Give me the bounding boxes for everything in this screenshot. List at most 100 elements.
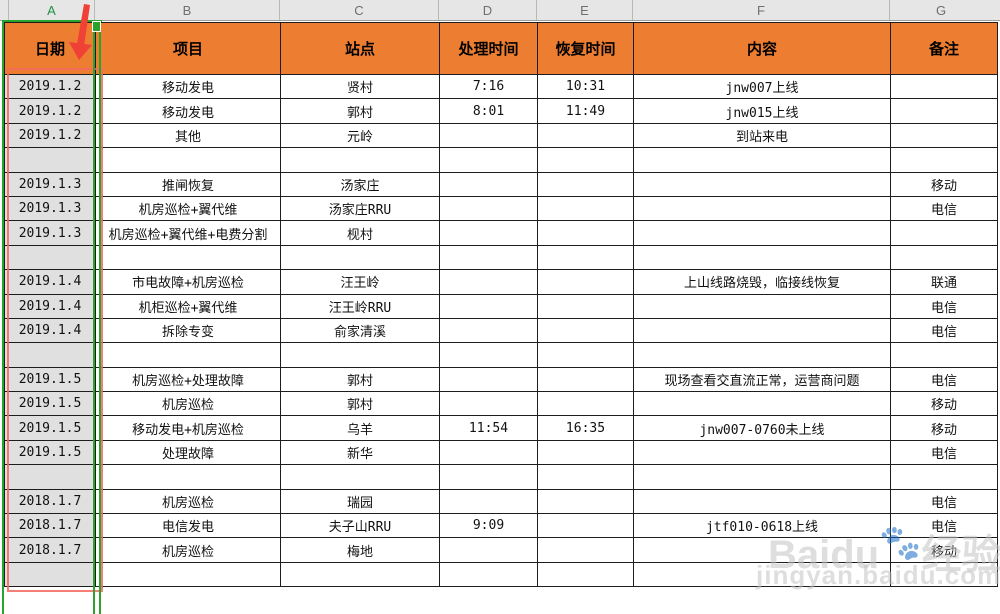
cell-C17[interactable]: 新华 bbox=[280, 439, 440, 466]
cell-F12[interactable] bbox=[633, 317, 891, 344]
cell-C14[interactable]: 郭村 bbox=[280, 366, 440, 393]
cell-E13[interactable] bbox=[537, 342, 634, 368]
cell-D21[interactable] bbox=[439, 537, 538, 563]
cell-G12[interactable]: 电信 bbox=[890, 317, 998, 344]
cell-B19[interactable]: 机房巡检 bbox=[95, 488, 281, 515]
header-cell-remark[interactable]: 备注 bbox=[890, 22, 998, 75]
cell-D15[interactable] bbox=[439, 391, 538, 417]
cell-E15[interactable] bbox=[537, 391, 634, 417]
cell-G14[interactable]: 电信 bbox=[890, 366, 998, 393]
cell-A10[interactable]: 2019.1.4 bbox=[4, 269, 96, 295]
cell-F2[interactable]: jnw007上线 bbox=[633, 73, 891, 100]
cell-B15[interactable]: 机房巡检 bbox=[95, 391, 281, 417]
cell-D16[interactable]: 11:54 bbox=[439, 415, 538, 441]
cell-A19[interactable]: 2018.1.7 bbox=[4, 488, 96, 515]
column-header-F[interactable]: F bbox=[633, 0, 890, 20]
cell-D14[interactable] bbox=[439, 366, 538, 393]
cell-B5[interactable] bbox=[95, 147, 281, 173]
cell-G10[interactable]: 联通 bbox=[890, 269, 998, 295]
cell-C13[interactable] bbox=[280, 342, 440, 368]
cell-F4[interactable]: 到站来电 bbox=[633, 122, 891, 149]
cell-D22[interactable] bbox=[439, 561, 538, 588]
header-cell-site[interactable]: 站点 bbox=[280, 22, 440, 75]
cell-D20[interactable]: 9:09 bbox=[439, 513, 538, 539]
cell-G22[interactable] bbox=[890, 561, 998, 588]
cell-E5[interactable] bbox=[537, 147, 634, 173]
cell-D6[interactable] bbox=[439, 171, 538, 197]
cell-B12[interactable]: 拆除专变 bbox=[95, 317, 281, 344]
column-header-E[interactable]: E bbox=[537, 0, 633, 20]
cell-E6[interactable] bbox=[537, 171, 634, 197]
cell-E19[interactable] bbox=[537, 488, 634, 515]
cell-A18[interactable] bbox=[4, 464, 96, 490]
cell-A11[interactable]: 2019.1.4 bbox=[4, 293, 96, 319]
cell-A13[interactable] bbox=[4, 342, 96, 368]
cell-G7[interactable]: 电信 bbox=[890, 195, 998, 222]
cell-B9[interactable] bbox=[95, 244, 281, 271]
cell-C10[interactable]: 汪王岭 bbox=[280, 269, 440, 295]
cell-C8[interactable]: 枧村 bbox=[280, 220, 440, 246]
cell-G15[interactable]: 移动 bbox=[890, 391, 998, 417]
cell-G21[interactable]: 移动 bbox=[890, 537, 998, 563]
cell-C7[interactable]: 汤家庄RRU bbox=[280, 195, 440, 222]
cell-D13[interactable] bbox=[439, 342, 538, 368]
cell-D18[interactable] bbox=[439, 464, 538, 490]
cell-D2[interactable]: 7:16 bbox=[439, 73, 538, 100]
cell-C3[interactable]: 郭村 bbox=[280, 98, 440, 124]
column-header-B[interactable]: B bbox=[95, 0, 280, 20]
cell-C6[interactable]: 汤家庄 bbox=[280, 171, 440, 197]
cell-F3[interactable]: jnw015上线 bbox=[633, 98, 891, 124]
cell-F18[interactable] bbox=[633, 464, 891, 490]
cell-D12[interactable] bbox=[439, 317, 538, 344]
column-header-C[interactable]: C bbox=[280, 0, 439, 20]
cell-F8[interactable] bbox=[633, 220, 891, 246]
cell-D17[interactable] bbox=[439, 439, 538, 466]
header-cell-content[interactable]: 内容 bbox=[633, 22, 891, 75]
cell-A3[interactable]: 2019.1.2 bbox=[4, 98, 96, 124]
header-cell-date[interactable]: 日期 bbox=[4, 22, 96, 75]
cell-F16[interactable]: jnw007-0760未上线 bbox=[633, 415, 891, 441]
cell-A22[interactable] bbox=[4, 561, 96, 588]
corner-cell[interactable] bbox=[0, 0, 9, 20]
cell-G19[interactable]: 电信 bbox=[890, 488, 998, 515]
cell-A21[interactable]: 2018.1.7 bbox=[4, 537, 96, 563]
cell-G16[interactable]: 移动 bbox=[890, 415, 998, 441]
cell-E20[interactable] bbox=[537, 513, 634, 539]
cell-A16[interactable]: 2019.1.5 bbox=[4, 415, 96, 441]
cell-F21[interactable] bbox=[633, 537, 891, 563]
cell-C12[interactable]: 俞家清溪 bbox=[280, 317, 440, 344]
cell-D7[interactable] bbox=[439, 195, 538, 222]
cell-B8[interactable]: 机房巡检+翼代维+电费分割 bbox=[95, 220, 281, 246]
cell-B2[interactable]: 移动发电 bbox=[95, 73, 281, 100]
cell-D5[interactable] bbox=[439, 147, 538, 173]
cell-A12[interactable]: 2019.1.4 bbox=[4, 317, 96, 344]
cell-C2[interactable]: 贤村 bbox=[280, 73, 440, 100]
cell-E4[interactable] bbox=[537, 122, 634, 149]
cell-A8[interactable]: 2019.1.3 bbox=[4, 220, 96, 246]
cell-F7[interactable] bbox=[633, 195, 891, 222]
cell-G9[interactable] bbox=[890, 244, 998, 271]
cell-B14[interactable]: 机房巡检+处理故障 bbox=[95, 366, 281, 393]
cell-C21[interactable]: 梅地 bbox=[280, 537, 440, 563]
cell-A4[interactable]: 2019.1.2 bbox=[4, 122, 96, 149]
cell-A5[interactable] bbox=[4, 147, 96, 173]
cell-E18[interactable] bbox=[537, 464, 634, 490]
cell-G20[interactable]: 电信 bbox=[890, 513, 998, 539]
cell-C16[interactable]: 乌羊 bbox=[280, 415, 440, 441]
cell-C18[interactable] bbox=[280, 464, 440, 490]
cell-B4[interactable]: 其他 bbox=[95, 122, 281, 149]
cell-D19[interactable] bbox=[439, 488, 538, 515]
cell-B13[interactable] bbox=[95, 342, 281, 368]
cell-F22[interactable] bbox=[633, 561, 891, 588]
cell-G11[interactable]: 电信 bbox=[890, 293, 998, 319]
cell-C19[interactable]: 瑞园 bbox=[280, 488, 440, 515]
cell-F5[interactable] bbox=[633, 147, 891, 173]
cell-C9[interactable] bbox=[280, 244, 440, 271]
cell-C5[interactable] bbox=[280, 147, 440, 173]
cell-G17[interactable]: 电信 bbox=[890, 439, 998, 466]
cell-G4[interactable] bbox=[890, 122, 998, 149]
fill-handle[interactable] bbox=[92, 21, 101, 32]
cell-E17[interactable] bbox=[537, 439, 634, 466]
cell-F20[interactable]: jtf010-0618上线 bbox=[633, 513, 891, 539]
cell-B21[interactable]: 机房巡检 bbox=[95, 537, 281, 563]
